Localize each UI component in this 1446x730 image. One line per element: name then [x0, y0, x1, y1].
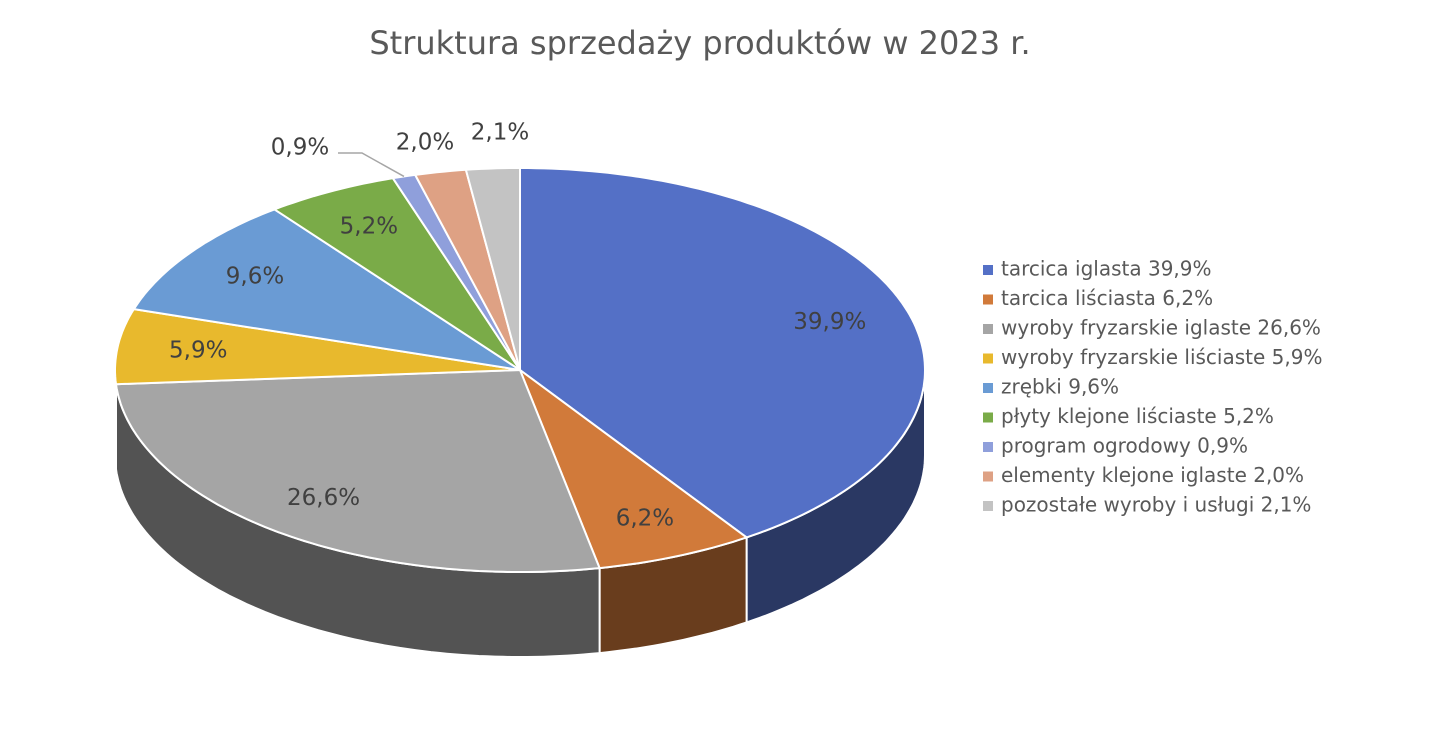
data-label: 26,6%	[287, 485, 360, 511]
data-label: 39,9%	[793, 309, 866, 335]
legend-marker	[983, 501, 993, 511]
data-label: 9,6%	[226, 264, 284, 290]
legend-marker	[983, 265, 993, 275]
slice	[114, 368, 602, 573]
legend-label: program ogrodowy 0,9%	[1001, 434, 1248, 458]
data-label: 2,1%	[471, 120, 529, 146]
legend-label: pozostałe wyroby i usługi 2,1%	[1001, 493, 1311, 517]
legend-marker	[983, 412, 993, 423]
legend-marker	[983, 294, 993, 305]
legend-marker	[983, 442, 993, 452]
slice	[519, 167, 927, 539]
slice	[114, 308, 521, 386]
legend-marker	[983, 353, 993, 364]
legend-label: elementy klejone iglaste 2,0%	[1001, 463, 1304, 487]
slice	[517, 367, 749, 570]
data-label: 2,0%	[396, 130, 454, 156]
legend-marker	[983, 471, 993, 482]
legend-label: płyty klejone liściaste 5,2%	[1001, 404, 1274, 428]
legend-marker	[983, 324, 993, 334]
legend-label: wyroby fryzarskie iglaste 26,6%	[1001, 316, 1321, 340]
chart-title: Struktura sprzedaży produktów w 2023 r.	[369, 24, 1030, 62]
legend-label: zrębki 9,6%	[1001, 375, 1119, 399]
leader-line	[338, 152, 405, 178]
legend-label: tarcica iglasta 39,9%	[1001, 257, 1212, 281]
data-label: 0,9%	[271, 135, 329, 161]
slice	[413, 168, 521, 371]
legend-marker	[983, 383, 993, 393]
data-label: 6,2%	[616, 506, 674, 532]
data-label: 5,9%	[169, 337, 227, 363]
slice	[132, 208, 521, 371]
data-label: 5,2%	[340, 214, 398, 240]
legend-label: wyroby fryzarskie liściaste 5,9%	[1001, 345, 1322, 369]
slice	[464, 167, 521, 371]
slice	[272, 177, 521, 371]
legend-label: tarcica liściasta 6,2%	[1001, 286, 1213, 310]
